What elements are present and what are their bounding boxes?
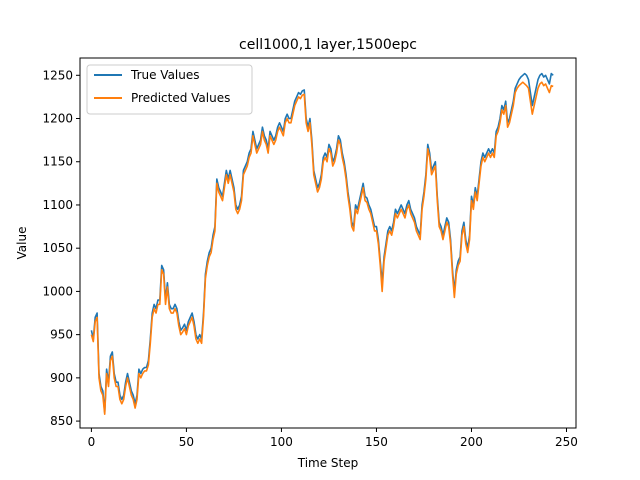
- legend-box: [86, 64, 253, 115]
- series-group: [90, 72, 554, 415]
- y-tick-label: 950: [50, 328, 73, 342]
- y-tick-label: 1000: [42, 284, 73, 298]
- y-tick-label: 1250: [42, 68, 73, 82]
- x-axis: 0 50 100 150 200 250: [88, 428, 578, 449]
- series-line-predicted-values: [90, 81, 554, 415]
- plot-frame: [79, 57, 577, 429]
- x-tick-label: 50: [179, 435, 194, 449]
- x-tick-label: 0: [88, 435, 96, 449]
- x-axis-title: Time Step: [297, 456, 359, 470]
- x-tick-label: 200: [460, 435, 483, 449]
- y-tick-label: 1050: [42, 241, 73, 255]
- y-axis: 850 900 950 1000 1050 1100 1150 1200 1250: [42, 68, 80, 428]
- x-tick-label: 250: [555, 435, 578, 449]
- legend-label-true-values: True Values: [130, 68, 200, 82]
- x-tick-label: 100: [270, 435, 293, 449]
- y-tick-label: 1200: [42, 112, 73, 126]
- x-tick-label: 150: [365, 435, 388, 449]
- y-tick-label: 1100: [42, 198, 73, 212]
- legend: True Values Predicted Values: [86, 64, 253, 115]
- legend-label-predicted-values: Predicted Values: [131, 91, 230, 105]
- chart-title: cell1000,1 layer,1500epc: [239, 37, 417, 53]
- y-axis-title: Value: [15, 227, 29, 260]
- y-tick-label: 850: [50, 414, 73, 428]
- y-tick-label: 1150: [42, 155, 73, 169]
- y-tick-label: 900: [50, 371, 73, 385]
